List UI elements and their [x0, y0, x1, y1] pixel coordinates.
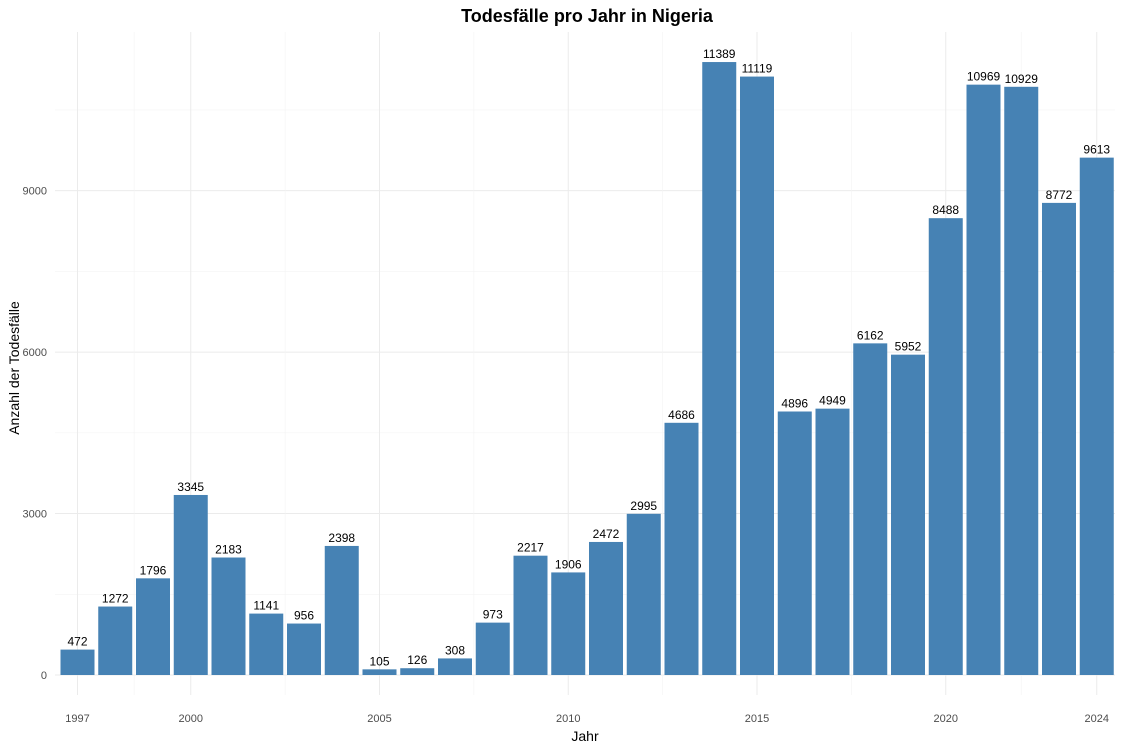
bar-1999	[136, 578, 170, 675]
data-label-2012: 2995	[630, 499, 657, 513]
bar-2021	[966, 84, 1001, 675]
x-tick-label-2020: 2020	[934, 713, 958, 725]
x-tick-label-2024: 2024	[1085, 713, 1109, 725]
x-axis-title: Jahr	[571, 728, 599, 744]
data-label-2010: 1906	[555, 557, 582, 571]
bar-2001	[211, 557, 246, 675]
data-label-2007: 308	[445, 643, 465, 657]
data-label-2022: 10929	[1005, 72, 1039, 86]
bar-2010	[551, 572, 586, 675]
x-tick-label-1997: 1997	[65, 713, 89, 725]
grid-lines	[55, 32, 1115, 695]
bar-2013	[664, 422, 699, 675]
data-label-2009: 2217	[517, 541, 544, 555]
data-label-1998: 1272	[102, 592, 129, 606]
data-label-2006: 126	[407, 653, 427, 667]
data-label-2019: 5952	[895, 340, 922, 354]
bar-2024	[1079, 157, 1114, 675]
bar-2000	[173, 494, 208, 675]
chart-title: Todesfälle pro Jahr in Nigeria	[461, 6, 714, 26]
bar-2004	[324, 545, 359, 675]
data-label-2004: 2398	[328, 531, 355, 545]
data-label-2003: 956	[294, 609, 314, 623]
data-label-2017: 4949	[819, 394, 846, 408]
bar-2009	[513, 555, 548, 675]
data-label-2024: 9613	[1083, 143, 1110, 157]
bar-2015	[740, 76, 774, 675]
x-tick-label-2010: 2010	[556, 713, 580, 725]
bar-2005	[362, 669, 397, 675]
data-label-2002: 1141	[253, 599, 279, 613]
data-label-1999: 1796	[140, 563, 167, 577]
y-tick-label-6000: 6000	[23, 347, 47, 359]
bar-1997	[60, 649, 95, 675]
bar-2022	[1004, 86, 1039, 676]
bar-2012	[626, 513, 661, 675]
bar-2019	[891, 354, 925, 675]
x-tick-label-2005: 2005	[367, 713, 391, 725]
y-tick-label-0: 0	[41, 670, 47, 682]
data-label-1997: 472	[67, 635, 87, 649]
x-axis-ticks: 1997 2000 2005 2010 2015 2020 2024	[65, 713, 1109, 725]
bar-2023	[1042, 202, 1076, 675]
y-tick-label-9000: 9000	[23, 186, 47, 198]
y-axis-ticks: 0 3000 6000 9000	[23, 186, 47, 682]
data-label-2021: 10969	[967, 70, 1001, 84]
data-label-2018: 6162	[857, 328, 884, 342]
data-label-2001: 2183	[215, 543, 242, 557]
bar-2002	[249, 613, 284, 675]
bar-2020	[928, 218, 963, 675]
data-label-2016: 4896	[781, 396, 808, 410]
data-label-2011: 2472	[593, 527, 620, 541]
y-axis-title: Anzahl der Todesfälle	[6, 301, 22, 435]
data-label-2020: 8488	[932, 203, 959, 217]
data-label-2023: 8772	[1046, 188, 1073, 202]
bar-2007	[438, 658, 472, 675]
y-tick-label-3000: 3000	[23, 509, 47, 521]
data-label-2000: 3345	[177, 480, 204, 494]
x-tick-label-2000: 2000	[179, 713, 203, 725]
bar-2008	[475, 622, 510, 675]
bars	[60, 62, 1114, 676]
bar-2006	[400, 668, 435, 675]
bar-1998	[98, 606, 133, 675]
bar-2017	[815, 408, 850, 675]
data-label-2015: 11119	[742, 62, 773, 76]
data-label-2008: 973	[483, 608, 503, 622]
data-label-2013: 4686	[668, 408, 695, 422]
bar-2014	[702, 62, 737, 676]
bar-2011	[589, 541, 623, 675]
x-tick-label-2015: 2015	[745, 713, 769, 725]
bar-2003	[287, 623, 321, 675]
bar-2018	[853, 343, 888, 675]
data-label-2014: 11389	[703, 47, 736, 61]
data-labels: 472 1272 1796 3345 2183 1141 956 2398 105 126 308 9…	[67, 47, 1110, 668]
bar-2016	[777, 411, 812, 675]
data-label-2005: 105	[369, 654, 389, 668]
